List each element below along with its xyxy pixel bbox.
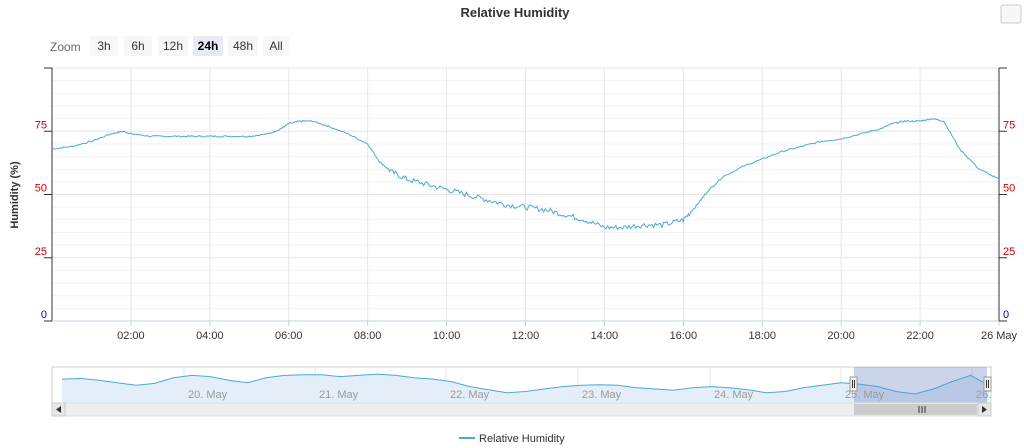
navigator-date-label: 24. May <box>714 389 754 401</box>
x-tick-label: 22:00 <box>906 330 934 342</box>
navigator-labels: 20. May 21. May 22. May 23. May 24. May 25. M… <box>188 389 991 401</box>
zoom-button-12h[interactable]: 12h <box>158 36 188 56</box>
x-tick-label: 14:00 <box>591 330 619 342</box>
scrollbar-grip-icon <box>918 406 926 413</box>
x-tick-label: 20:00 <box>827 330 855 342</box>
svg-text:12h: 12h <box>163 39 183 53</box>
zoom-button-All[interactable]: All <box>263 36 289 56</box>
zoom-button-24h[interactable]: 24h <box>193 36 223 56</box>
x-tick-label: 16:00 <box>670 330 698 342</box>
navigator-line <box>61 373 990 395</box>
zoom-label: Zoom <box>50 40 81 54</box>
navigator-date-label: 25. May <box>845 389 885 401</box>
navigator-date-label: 26. <box>976 389 991 401</box>
navigator[interactable]: 20. May 21. May 22. May 23. May 24. May 25. M… <box>51 366 992 404</box>
hamburger-menu-icon[interactable] <box>1000 4 1022 24</box>
x-tick-label: 10:00 <box>433 330 461 342</box>
navigator-date-label: 20. May <box>188 389 228 401</box>
y-tick-label-right: 50 <box>1003 183 1015 195</box>
svg-text:48h: 48h <box>233 39 253 53</box>
y-axis-left: 0 25 50 75 <box>35 67 52 322</box>
svg-text:All: All <box>269 39 282 53</box>
scroll-right-arrow-icon <box>982 406 987 413</box>
scrollbar[interactable] <box>51 402 992 417</box>
x-tick-label: 02:00 <box>117 330 145 342</box>
plot-area <box>51 67 1000 322</box>
x-tick-label: 18:00 <box>748 330 776 342</box>
x-tick-label: 12:00 <box>512 330 540 342</box>
legend[interactable]: Relative Humidity <box>459 433 565 445</box>
y-tick-label-right: 75 <box>1003 119 1015 131</box>
x-tick-label: 08:00 <box>354 330 382 342</box>
navigator-date-label: 22. May <box>450 389 490 401</box>
y-tick-label-right: 0 <box>1003 309 1009 321</box>
navigator-date-label: 21. May <box>319 389 359 401</box>
y-tick-label-left: 0 <box>41 309 47 321</box>
y-tick-label-right: 25 <box>1003 246 1015 258</box>
scroll-left-arrow-icon <box>56 406 61 413</box>
svg-text:6h: 6h <box>131 39 144 53</box>
zoom-button-3h[interactable]: 3h <box>90 36 118 56</box>
navigator-handle-left[interactable] <box>849 376 858 392</box>
navigator-selected-range[interactable] <box>854 367 987 403</box>
x-axis: 02:00 04:00 06:00 08:00 10:00 12:00 14:00 16:00… <box>117 321 1018 342</box>
y-axis-title: Humidity (%) <box>9 161 21 229</box>
y-tick-label-left: 50 <box>35 183 47 195</box>
legend-item-relative-humidity[interactable]: Relative Humidity <box>479 433 565 445</box>
series-line-relative-humidity <box>51 117 1000 231</box>
x-tick-label: 26 May <box>981 330 1018 342</box>
zoom-buttons: 3h 6h 12h 24h 48h All <box>90 36 289 56</box>
chart-title: Relative Humidity <box>460 5 570 20</box>
x-tick-label: 04:00 <box>196 330 224 342</box>
scrollbar-thumb[interactable] <box>854 404 977 415</box>
zoom-button-6h[interactable]: 6h <box>124 36 152 56</box>
navigator-area <box>62 374 989 403</box>
y-axis-right: 0 25 50 75 <box>999 67 1015 322</box>
y-tick-label-left: 75 <box>35 119 47 131</box>
navigator-handle-right[interactable] <box>983 376 992 392</box>
navigator-date-label: 23. May <box>582 389 622 401</box>
svg-text:3h: 3h <box>97 39 110 53</box>
zoom-button-48h[interactable]: 48h <box>228 36 258 56</box>
x-tick-label: 06:00 <box>275 330 303 342</box>
y-tick-label-left: 25 <box>35 246 47 258</box>
svg-text:24h: 24h <box>198 39 219 53</box>
grid-major <box>52 67 999 321</box>
